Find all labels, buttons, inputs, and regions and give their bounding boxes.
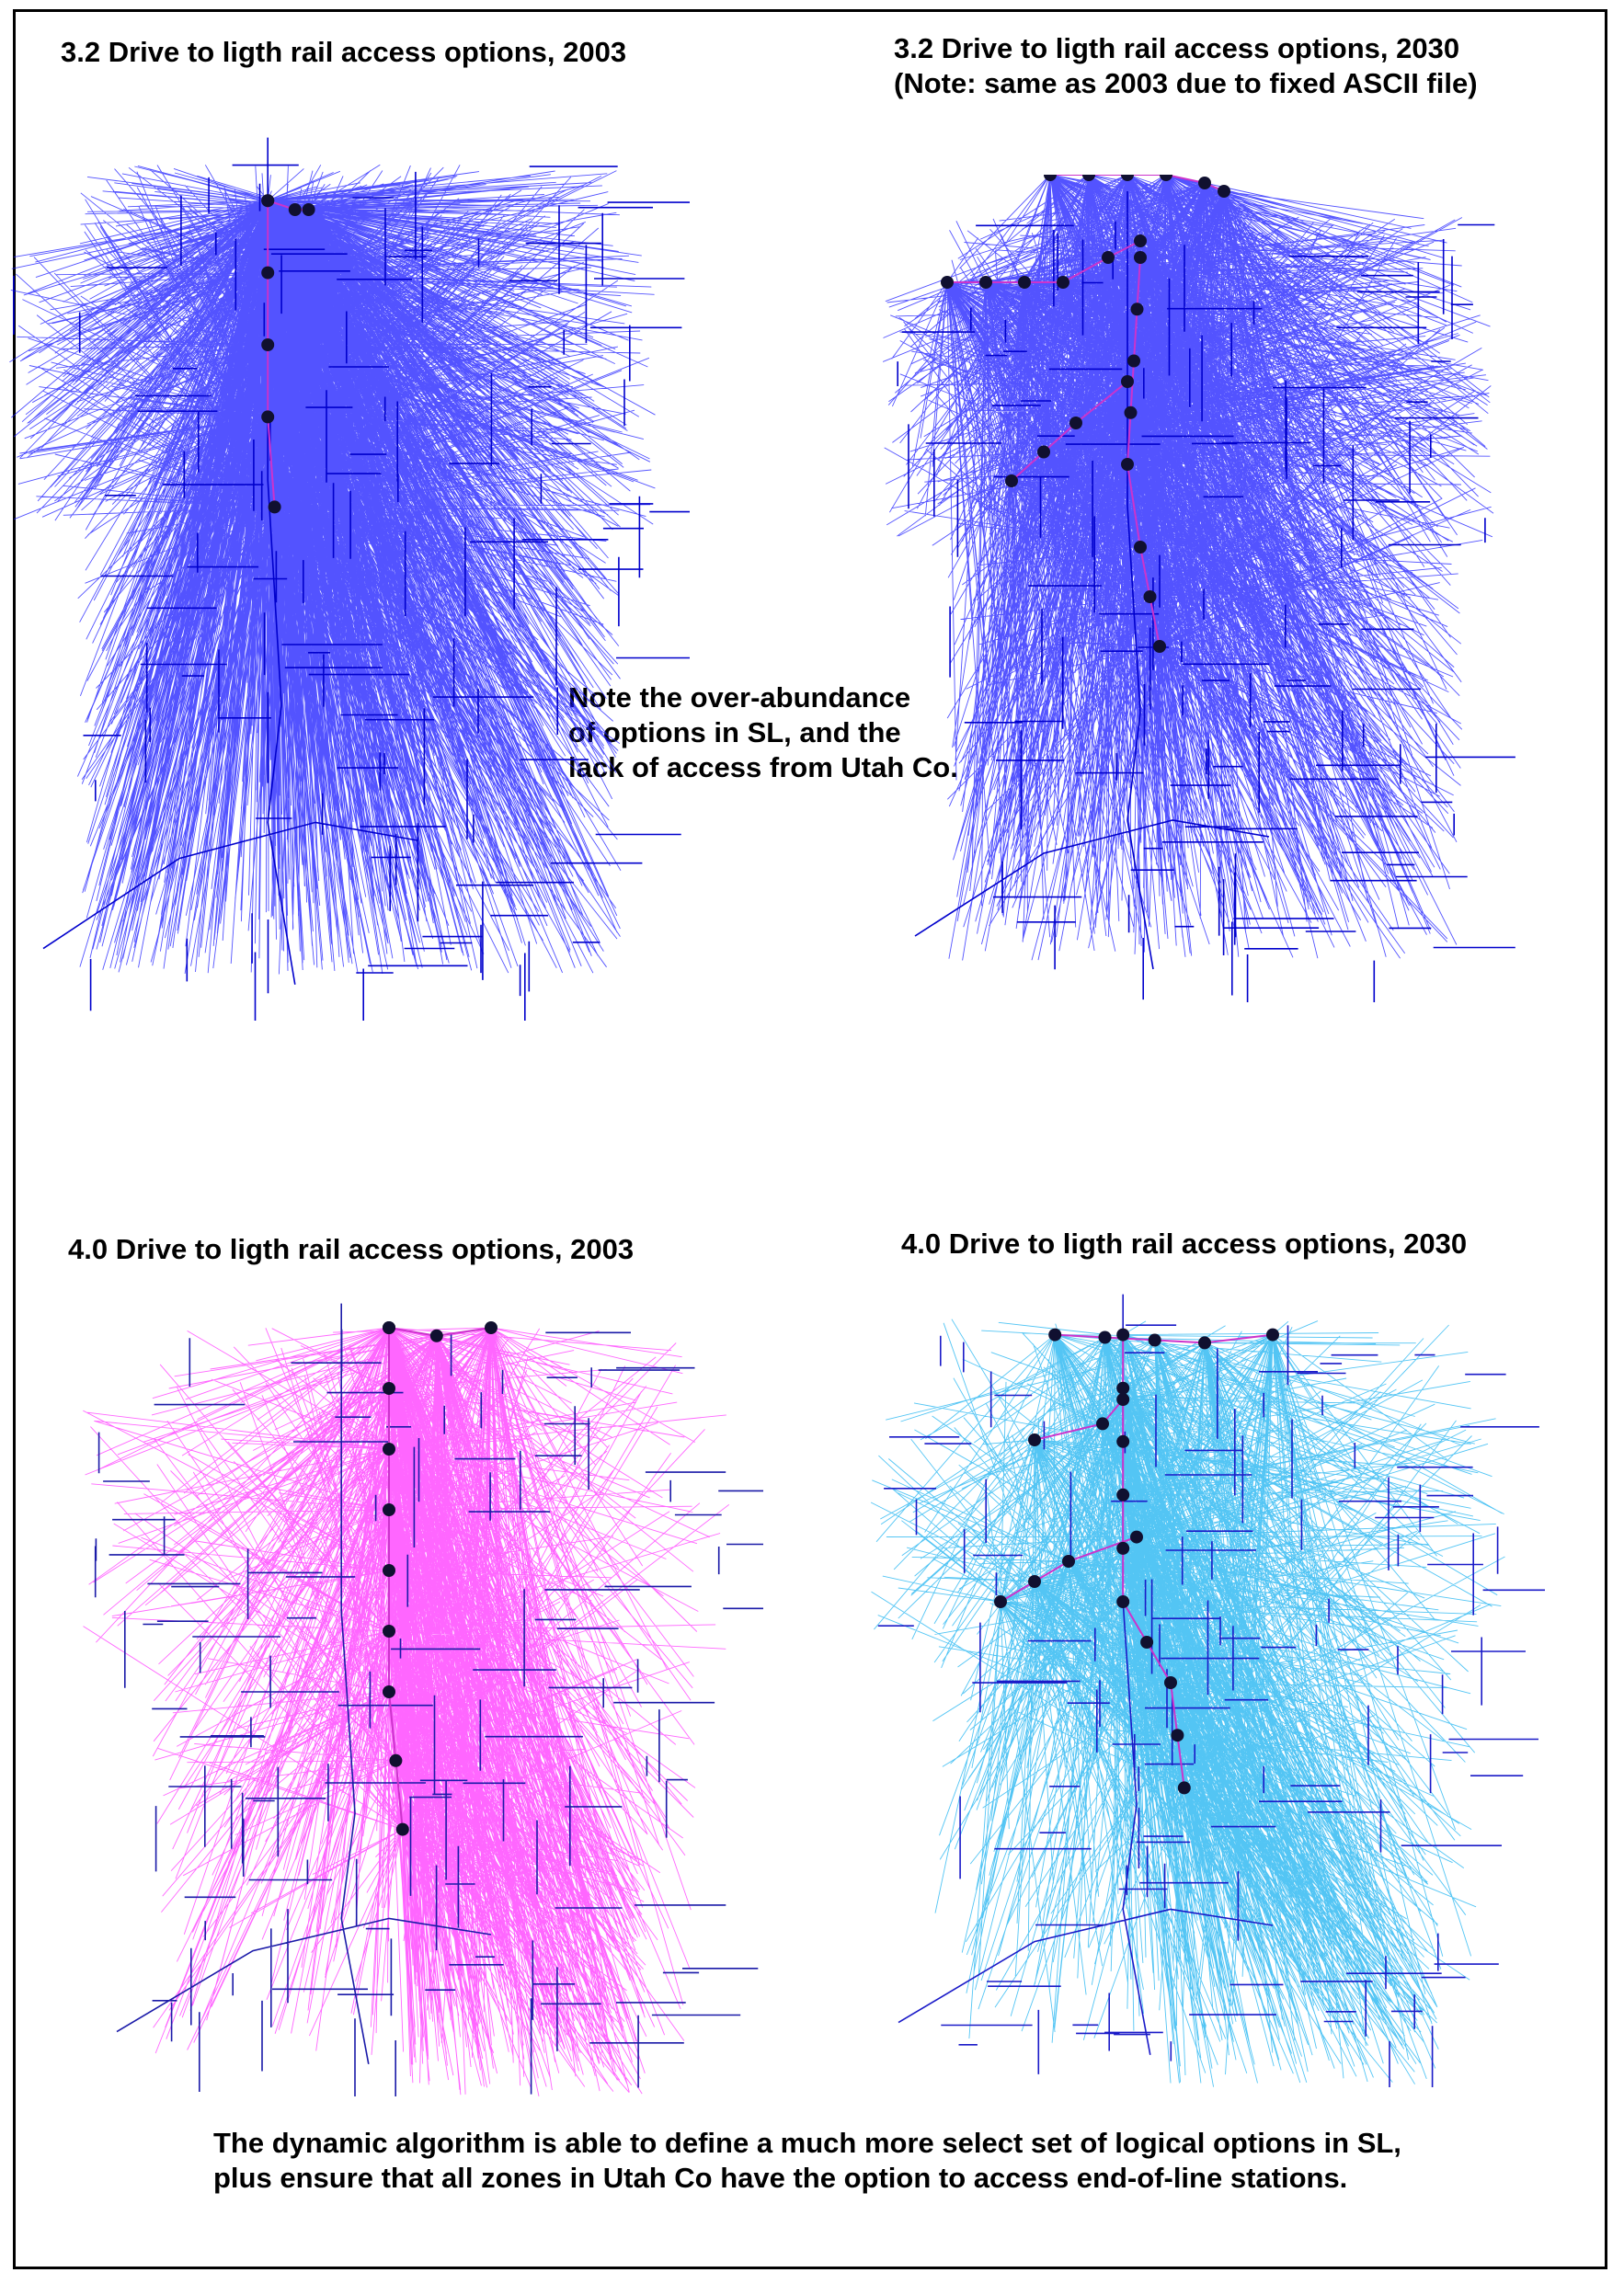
station-dot bbox=[429, 1329, 443, 1342]
station-dot bbox=[1171, 1729, 1184, 1742]
station-dot bbox=[261, 338, 275, 351]
map-40-2003-svg bbox=[83, 1303, 763, 2096]
access-connectors bbox=[83, 1327, 730, 2096]
station-dot bbox=[941, 276, 954, 289]
road-path bbox=[877, 1294, 1545, 2087]
road-network bbox=[13, 137, 690, 1021]
stations bbox=[261, 194, 315, 514]
station-dot bbox=[302, 203, 315, 216]
road-path bbox=[13, 137, 690, 1021]
map-32-2003-svg bbox=[9, 137, 690, 1021]
station-dot bbox=[1130, 1530, 1143, 1544]
station-dot bbox=[383, 1503, 395, 1516]
map-32-2030 bbox=[883, 175, 1527, 1002]
panel-note-32-2030: (Note: same as 2003 due to fixed ASCII f… bbox=[894, 67, 1478, 99]
station-dot bbox=[1116, 1595, 1130, 1608]
station-dot bbox=[1121, 458, 1134, 471]
station-dot bbox=[1121, 375, 1134, 388]
stations bbox=[383, 1321, 497, 1836]
station-dot bbox=[383, 1382, 395, 1395]
station-dot bbox=[1177, 1781, 1191, 1795]
station-dot bbox=[1134, 234, 1147, 247]
station-dot bbox=[1198, 177, 1211, 189]
station-dot bbox=[1082, 175, 1095, 181]
station-dot bbox=[1044, 175, 1057, 181]
station-dot bbox=[261, 410, 275, 424]
station-dot bbox=[1127, 354, 1140, 368]
station-dot bbox=[1116, 1434, 1130, 1448]
station-dot bbox=[1028, 1433, 1041, 1446]
station-dot bbox=[1116, 1541, 1130, 1555]
station-dot bbox=[1028, 1575, 1041, 1588]
station-dot bbox=[288, 203, 302, 216]
station-dot bbox=[485, 1321, 497, 1334]
station-dot bbox=[1096, 1417, 1109, 1431]
station-dot bbox=[1140, 1636, 1154, 1649]
road-network bbox=[94, 1303, 763, 2096]
station-dot bbox=[383, 1625, 395, 1638]
stations bbox=[941, 175, 1230, 653]
panel-title-40-2030: 4.0 Drive to ligth rail access options, … bbox=[901, 1228, 1468, 1260]
station-dot bbox=[1164, 1676, 1177, 1689]
stations bbox=[994, 1328, 1279, 1795]
map-40-2030 bbox=[864, 1278, 1545, 2087]
station-dot bbox=[1102, 251, 1115, 264]
connector-path bbox=[870, 1319, 1505, 2087]
station-dot bbox=[1018, 276, 1031, 289]
station-dot bbox=[268, 500, 281, 514]
station-dot bbox=[261, 266, 275, 280]
rail-line bbox=[1050, 175, 1225, 192]
station-dot bbox=[1143, 590, 1157, 603]
station-dot bbox=[1134, 541, 1147, 554]
station-dot bbox=[1069, 417, 1082, 429]
middle-note: Note the over-abundance of options in SL… bbox=[568, 681, 958, 783]
station-dot bbox=[994, 1595, 1007, 1608]
station-dot bbox=[1134, 251, 1147, 264]
station-dot bbox=[1124, 405, 1138, 419]
station-dot bbox=[383, 1564, 395, 1577]
station-dot bbox=[395, 1822, 409, 1836]
station-dot bbox=[1098, 1330, 1112, 1344]
station-dot bbox=[1160, 175, 1172, 181]
station-dot bbox=[1048, 1328, 1062, 1342]
panel-title-40-2003: 4.0 Drive to ligth rail access options, … bbox=[68, 1233, 635, 1265]
station-dot bbox=[261, 194, 275, 208]
rail-line bbox=[947, 240, 1141, 283]
map-32-2003 bbox=[9, 120, 690, 1021]
bottom-note: The dynamic algorithm is able to define … bbox=[213, 2127, 1401, 2194]
station-dot bbox=[1116, 1328, 1130, 1342]
connector-path bbox=[83, 1327, 730, 2096]
map-32-2030-svg bbox=[883, 175, 1515, 1002]
road-network bbox=[877, 1294, 1545, 2087]
station-dot bbox=[383, 1321, 395, 1334]
access-connectors bbox=[9, 164, 656, 975]
station-dot bbox=[1057, 276, 1069, 289]
connector-path bbox=[9, 164, 656, 975]
station-dot bbox=[1005, 474, 1018, 487]
station-dot bbox=[1153, 640, 1166, 653]
station-dot bbox=[979, 276, 992, 289]
panel-title-32-2030: 3.2 Drive to ligth rail access options, … bbox=[894, 32, 1460, 64]
station-dot bbox=[1121, 175, 1134, 181]
access-connectors bbox=[870, 1319, 1505, 2087]
road-path bbox=[897, 191, 1515, 1002]
station-dot bbox=[1218, 185, 1230, 198]
road-network bbox=[897, 191, 1515, 1002]
station-dot bbox=[1037, 445, 1050, 459]
road-path bbox=[94, 1303, 763, 2096]
station-dot bbox=[1198, 1336, 1211, 1350]
station-dot bbox=[1116, 1381, 1130, 1395]
station-dot bbox=[383, 1685, 395, 1698]
panel-title-32-2003: 3.2 Drive to ligth rail access options, … bbox=[61, 36, 627, 68]
station-dot bbox=[1266, 1328, 1279, 1342]
station-dot bbox=[1130, 303, 1144, 316]
map-40-2003 bbox=[83, 1287, 763, 2096]
station-dot bbox=[1148, 1333, 1161, 1347]
station-dot bbox=[1116, 1488, 1130, 1502]
station-dot bbox=[383, 1443, 395, 1456]
station-dot bbox=[1116, 1393, 1130, 1406]
map-40-2030-svg bbox=[870, 1294, 1545, 2087]
station-dot bbox=[389, 1753, 403, 1767]
station-dot bbox=[1062, 1555, 1075, 1568]
